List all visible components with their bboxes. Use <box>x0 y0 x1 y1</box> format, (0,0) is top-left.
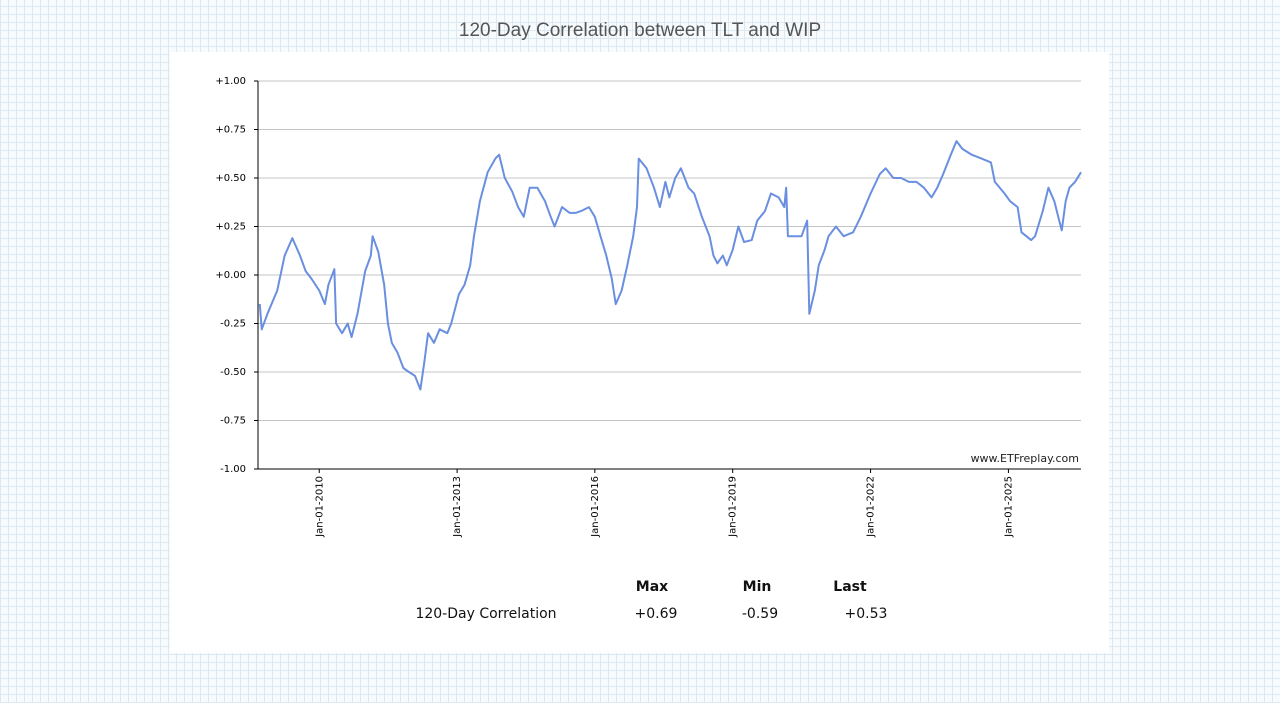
y-tick-label: +0.00 <box>215 270 246 281</box>
panel <box>170 52 1109 653</box>
watermark: www.ETFreplay.com <box>971 452 1079 465</box>
stats-row-label: 120-Day Correlation <box>415 606 556 622</box>
x-tick-label: Jan-01-2016 <box>590 476 601 538</box>
y-tick-label: -0.50 <box>220 367 246 378</box>
y-tick-label: +0.75 <box>215 125 246 136</box>
y-tick-label: -0.25 <box>220 319 246 330</box>
x-tick-label: Jan-01-2022 <box>866 476 877 538</box>
x-tick-label: Jan-01-2025 <box>1003 476 1014 538</box>
stats-value: +0.53 <box>845 606 888 622</box>
stats-header: Last <box>833 579 867 595</box>
x-tick-label: Jan-01-2010 <box>314 476 325 538</box>
stats-value: +0.69 <box>635 606 678 622</box>
stats-header: Min <box>743 579 772 595</box>
chart-title: 120-Day Correlation between TLT and WIP <box>459 20 821 41</box>
y-tick-label: -1.00 <box>220 464 246 475</box>
y-tick-label: +0.50 <box>215 173 246 184</box>
stats-header: Max <box>636 579 668 595</box>
line-series <box>258 140 1082 391</box>
x-tick-label: Jan-01-2013 <box>452 476 463 538</box>
y-tick-label: -0.75 <box>220 416 246 427</box>
y-tick-label: +1.00 <box>215 76 246 87</box>
y-tick-label: +0.25 <box>215 222 246 233</box>
x-tick-label: Jan-01-2019 <box>728 476 739 538</box>
stats-value: -0.59 <box>742 606 778 622</box>
